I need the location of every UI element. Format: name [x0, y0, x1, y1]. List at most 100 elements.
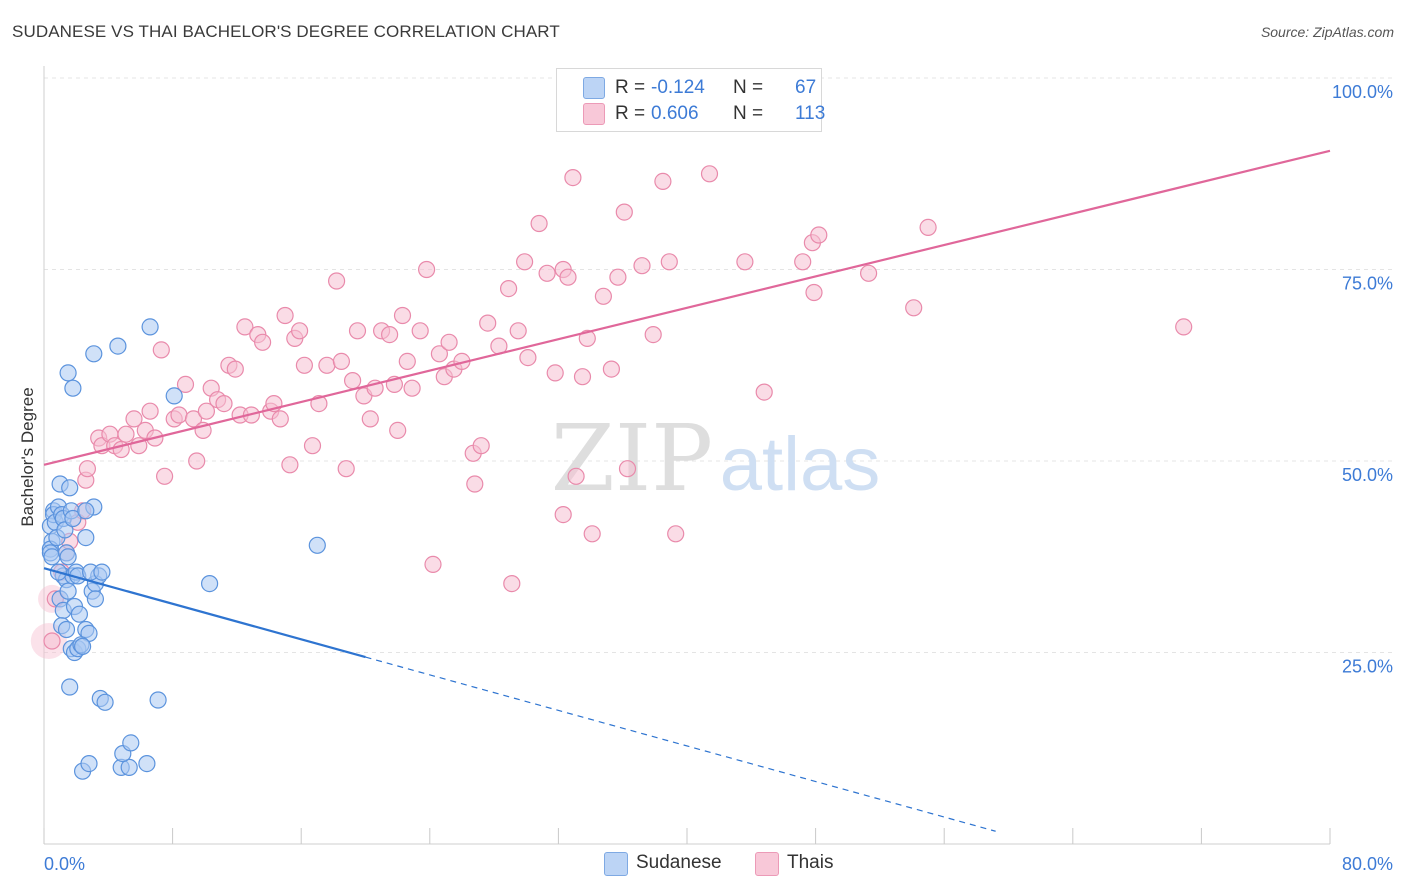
sudanese-point [85, 345, 103, 363]
thais-point [117, 425, 135, 443]
sudanese-point [141, 318, 159, 336]
thais-point [188, 452, 206, 470]
thais-point [503, 574, 521, 593]
axes [43, 66, 1331, 845]
thais-swatch [583, 103, 605, 125]
thais-point [567, 467, 585, 485]
thais-point [573, 368, 592, 386]
sudanese-point [122, 734, 140, 752]
sudanese-point [77, 502, 95, 520]
thais-point [905, 299, 923, 317]
series-legend: Sudanese Thais [0, 852, 1406, 876]
thais-point [578, 329, 596, 347]
thais-point [859, 264, 878, 282]
thais-point [509, 322, 527, 340]
n-value: 67 [795, 77, 817, 98]
sudanese-point [59, 364, 77, 382]
thais-point [700, 165, 719, 183]
sudanese-point [59, 582, 77, 600]
sudanese-point [201, 574, 219, 593]
sudanese-point [70, 605, 89, 623]
thais-series [30, 165, 1193, 660]
thais-point [295, 356, 313, 374]
thais-point [667, 525, 685, 543]
thais-point [411, 322, 429, 340]
y-tick-label: 100.0% [1332, 82, 1393, 102]
sudanese-point [308, 536, 326, 554]
thais-point [141, 402, 159, 420]
sudanese-trend-extension [365, 656, 996, 832]
thais-point [472, 437, 490, 455]
sudanese-legend-swatch [604, 852, 628, 876]
y-axis-label: Bachelor's Degree [18, 387, 37, 526]
r-value: -0.124 [651, 77, 705, 98]
sudanese-point [57, 620, 76, 639]
sudanese-point [64, 509, 82, 528]
sudanese-point [77, 528, 95, 547]
thais-point [644, 326, 662, 344]
trend-lines [43, 149, 1331, 832]
thais-point [594, 287, 613, 305]
thais-point [736, 253, 754, 271]
thais-point [303, 437, 322, 455]
thais-point [1175, 318, 1193, 336]
thais-point [215, 395, 233, 413]
thais-trend-line [43, 149, 1331, 466]
sudanese-point [61, 678, 79, 696]
sudanese-point [64, 379, 82, 397]
sudanese-point [61, 479, 79, 497]
thais-point [125, 410, 143, 428]
sudanese-point [86, 590, 105, 608]
thais-point [176, 375, 195, 393]
sudanese-point [109, 337, 127, 355]
sudanese-swatch [583, 77, 605, 99]
thais-point [559, 268, 577, 286]
y-tick-label: 50.0% [1342, 465, 1393, 485]
thais-point [500, 280, 518, 298]
thais-point [583, 525, 601, 543]
thais-point [440, 333, 458, 351]
thais-point [660, 253, 678, 271]
thais-point [519, 349, 537, 367]
thais-point [424, 555, 442, 574]
x-tick-label: 0.0% [44, 854, 85, 874]
thais-point [78, 460, 97, 478]
source-label: Source: ZipAtlas.com [1260, 24, 1394, 40]
thais-point [271, 410, 289, 428]
sudanese-series [41, 318, 326, 780]
thais-point [418, 260, 436, 279]
thais-point [328, 272, 346, 290]
thais-point [291, 322, 309, 340]
thais-point [755, 383, 773, 401]
n-value: 113 [795, 103, 826, 124]
thais-point [919, 218, 937, 236]
thais-point [554, 505, 572, 524]
sudanese-point [80, 754, 98, 773]
thais-point [466, 475, 484, 493]
r-label: R = [615, 103, 646, 124]
thais-point [43, 632, 61, 650]
thais-point [398, 352, 416, 370]
thais-point [337, 460, 355, 478]
sudanese-trend-line [43, 567, 366, 659]
grid-lines [44, 77, 1394, 653]
thais-point [276, 306, 294, 325]
sudanese-point [96, 693, 114, 711]
y-tick-label: 25.0% [1342, 657, 1393, 677]
thais-point [236, 318, 254, 336]
thais-point [254, 333, 272, 351]
thais-point [361, 410, 379, 428]
thais-point [281, 456, 299, 474]
sudanese-point [120, 758, 138, 777]
thais-point [794, 253, 812, 271]
correlation-legend: R = -0.124 N = 67 R = 0.606 N = 113 [556, 68, 826, 132]
thais-point [479, 314, 497, 332]
chart-title: SUDANESE VS THAI BACHELOR'S DEGREE CORRE… [12, 22, 560, 41]
sudanese-point [73, 637, 92, 656]
thais-point [226, 360, 244, 378]
thais-point [615, 203, 633, 221]
sudanese-point [149, 691, 167, 709]
sudanese-point [93, 563, 111, 581]
tick-labels: 25.0% 50.0% 75.0% 100.0% 0.0% 80.0% [44, 82, 1393, 874]
thais-point [430, 345, 448, 363]
